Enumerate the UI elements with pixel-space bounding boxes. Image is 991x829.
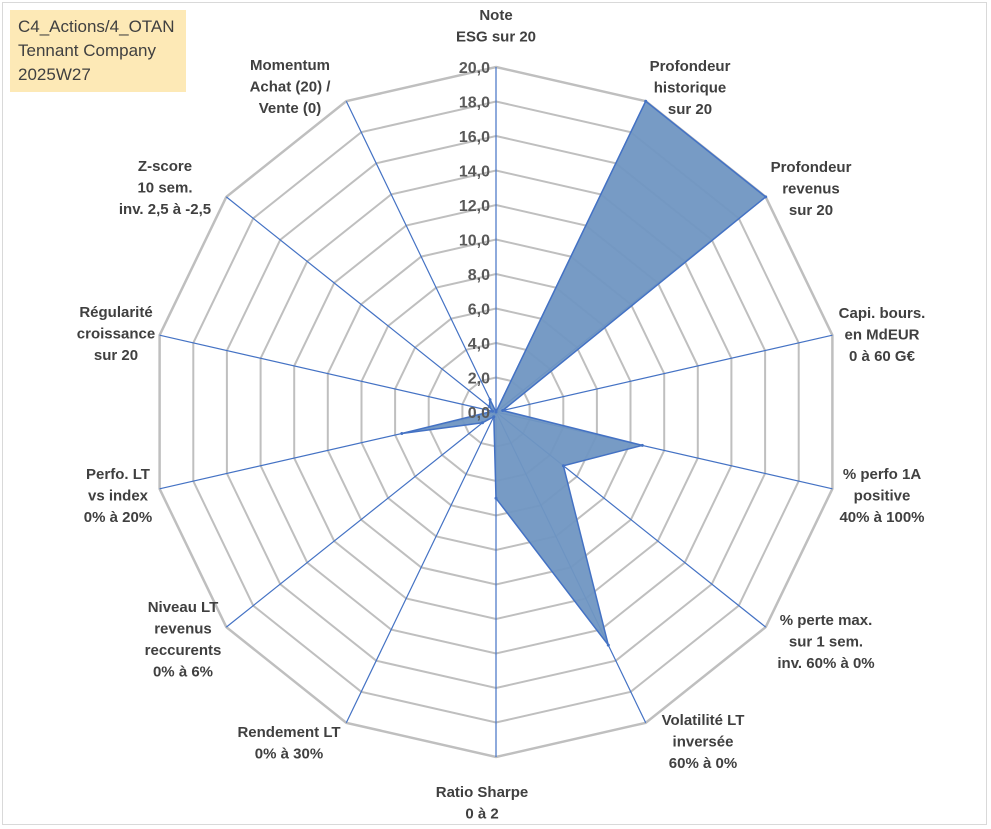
axis-label-10-line-1: vs index xyxy=(88,488,149,505)
axis-label-7: Ratio Sharpe 0 à 2 xyxy=(436,784,529,823)
axis-label-10-line-2: 0% à 20% xyxy=(84,509,152,526)
axis-label-1-line-1: historique xyxy=(654,80,727,97)
axis-label-9-line-3: 0% à 6% xyxy=(153,664,213,681)
data-point-4 xyxy=(640,443,644,447)
tick-label-9: 18,0 xyxy=(459,95,490,112)
axis-label-4-line-2: 40% à 100% xyxy=(839,509,924,526)
tick-label-5: 10,0 xyxy=(459,233,490,250)
axis-label-4-line-0: % perfo 1A xyxy=(843,466,922,483)
axis-label-7-line-1: 0 à 2 xyxy=(465,806,498,823)
spoke-3 xyxy=(495,334,833,413)
data-point-10 xyxy=(400,432,404,435)
axis-label-5-line-1: sur 1 sem. xyxy=(789,634,863,651)
axis-label-4: % perfo 1A positive 40% à 100% xyxy=(839,466,924,526)
data-point-13 xyxy=(488,398,492,402)
tick-label-3: 6,0 xyxy=(468,302,490,319)
axis-label-11: Régularité croissance sur 20 xyxy=(77,304,155,364)
axis-label-5-line-0: % perte max. xyxy=(780,612,873,629)
tick-label-7: 14,0 xyxy=(459,164,490,181)
axis-label-7-line-0: Ratio Sharpe xyxy=(436,784,529,801)
axis-label-13-line-2: Vente (0) xyxy=(259,100,322,117)
axis-label-5: % perte max. sur 1 sem. inv. 60% à 0% xyxy=(777,612,874,672)
axis-label-6: Volatilité LT inversée 60% à 0% xyxy=(662,712,745,772)
data-point-7 xyxy=(494,496,498,500)
axis-label-9-line-1: revenus xyxy=(154,621,212,638)
series-area-0 xyxy=(401,100,767,646)
axis-label-6-line-2: 60% à 0% xyxy=(669,755,737,772)
axis-label-12-line-0: Z-score xyxy=(138,158,192,175)
axis-label-1-line-2: sur 20 xyxy=(668,101,712,118)
radial-tick-labels: 0,0 2,0 4,0 6,0 8,0 10,0 12,0 14,0 16,0 18,0 20,0 xyxy=(459,60,490,422)
axis-label-5-line-2: inv. 60% à 0% xyxy=(777,655,874,672)
axis-label-8: Rendement LT 0% à 30% xyxy=(237,724,340,763)
data-point-1 xyxy=(644,99,648,103)
axis-label-12-line-2: inv. 2,5 à -2,5 xyxy=(119,201,211,218)
data-point-12 xyxy=(487,405,491,409)
axis-label-0-line-0: Note xyxy=(479,7,512,24)
data-point-6 xyxy=(606,643,610,647)
axis-label-12: Z-score 10 sem. inv. 2,5 à -2,5 xyxy=(119,158,211,218)
radar-series xyxy=(400,99,768,647)
axis-label-11-line-2: sur 20 xyxy=(94,347,138,364)
chart-title-box: C4_Actions/4_OTAN Tennant Company 2025W2… xyxy=(10,10,186,92)
axis-label-13: Momentum Achat (20) / Vente (0) xyxy=(250,57,332,117)
axis-label-12-line-1: 10 sem. xyxy=(137,180,192,197)
axis-label-10-line-0: Perfo. LT xyxy=(86,466,150,483)
axis-label-1: Profondeur historique sur 20 xyxy=(650,58,731,118)
title-line-1: C4_Actions/4_OTAN xyxy=(18,17,175,36)
axis-labels: Note ESG sur 20 Profondeur historique sur 20… xyxy=(77,7,926,823)
axis-label-2-line-2: sur 20 xyxy=(789,202,833,219)
axis-label-0-line-1: ESG sur 20 xyxy=(456,29,536,46)
axis-label-11-line-0: Régularité xyxy=(79,304,152,321)
axis-label-11-line-1: croissance xyxy=(77,326,155,343)
axis-label-2-line-1: revenus xyxy=(782,181,840,198)
axis-label-13-line-1: Achat (20) / xyxy=(250,79,332,96)
tick-label-4: 8,0 xyxy=(468,267,490,284)
axis-label-3-line-0: Capi. bours. xyxy=(839,305,926,322)
spoke-8 xyxy=(345,411,497,724)
title-line-3: 2025W27 xyxy=(18,65,91,84)
axis-label-13-line-0: Momentum xyxy=(250,57,330,74)
axis-label-1-line-0: Profondeur xyxy=(650,58,731,75)
axis-label-3: Capi. bours. en MdEUR 0 à 60 G€ xyxy=(839,305,926,365)
axis-label-6-line-1: inversée xyxy=(673,734,734,751)
title-line-2: Tennant Company xyxy=(18,41,156,60)
data-point-8 xyxy=(492,415,496,419)
tick-label-8: 16,0 xyxy=(459,129,490,146)
axis-label-8-line-0: Rendement LT xyxy=(237,724,340,741)
axis-label-0: Note ESG sur 20 xyxy=(456,7,536,46)
axis-label-9-line-2: reccurents xyxy=(145,642,222,659)
spoke-12 xyxy=(225,196,497,413)
axis-label-3-line-2: 0 à 60 G€ xyxy=(849,348,916,365)
data-point-5 xyxy=(561,464,565,468)
data-point-11 xyxy=(491,409,495,413)
tick-label-1: 2,0 xyxy=(468,371,490,388)
tick-label-0: 0,0 xyxy=(468,405,490,422)
axis-label-2: Profondeur revenus sur 20 xyxy=(771,159,852,219)
tick-label-2: 4,0 xyxy=(468,336,490,353)
spoke-9 xyxy=(225,411,497,628)
spoke-13 xyxy=(345,100,497,413)
tick-label-6: 12,0 xyxy=(459,198,490,215)
axis-label-10: Perfo. LT vs index 0% à 20% xyxy=(84,466,152,526)
data-point-3 xyxy=(501,409,505,412)
axis-label-8-line-1: 0% à 30% xyxy=(255,746,323,763)
axis-label-2-line-0: Profondeur xyxy=(771,159,852,176)
data-point-0 xyxy=(494,410,498,414)
spoke-11 xyxy=(159,334,497,413)
axis-label-4-line-1: positive xyxy=(854,488,911,505)
axis-label-6-line-0: Volatilité LT xyxy=(662,712,745,729)
data-point-9 xyxy=(481,421,484,425)
axis-label-9-line-0: Niveau LT xyxy=(148,599,219,616)
axis-label-3-line-1: en MdEUR xyxy=(845,327,920,344)
axis-label-9: Niveau LT revenus reccurents 0% à 6% xyxy=(145,599,222,681)
tick-label-10: 20,0 xyxy=(459,60,490,77)
data-point-2 xyxy=(764,195,768,199)
